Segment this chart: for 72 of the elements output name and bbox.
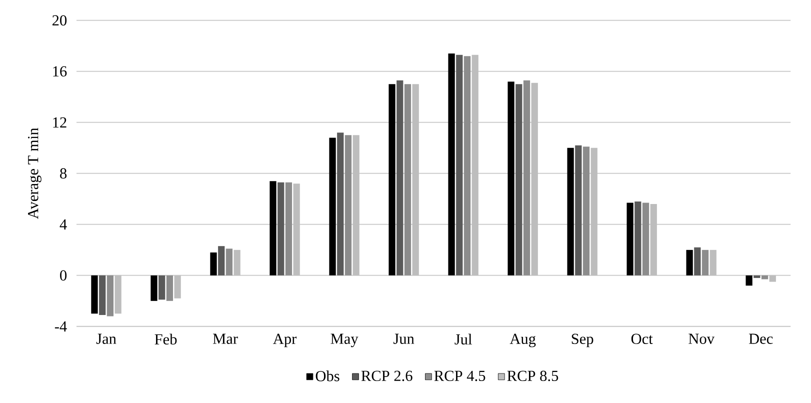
bar xyxy=(702,250,709,276)
bar xyxy=(91,275,98,314)
bar xyxy=(210,252,217,276)
y-axis-title: Average T min xyxy=(28,128,42,220)
bar xyxy=(567,148,574,276)
x-tick-label: Jun xyxy=(393,334,414,344)
bar xyxy=(508,82,514,276)
y-tick-label: 20 xyxy=(52,15,67,26)
bar xyxy=(582,146,590,276)
y-tick-label: 0 xyxy=(60,270,67,281)
bar xyxy=(642,202,650,276)
bar xyxy=(746,275,752,286)
bar xyxy=(166,275,174,301)
bar xyxy=(686,250,693,276)
bar xyxy=(412,84,419,276)
x-tick-label: Aug xyxy=(510,334,536,348)
bar xyxy=(761,275,768,280)
bar xyxy=(590,148,598,276)
x-tick-label: Oct xyxy=(631,334,653,344)
x-tick-label: Nov xyxy=(688,334,715,344)
x-tick-label: May xyxy=(330,334,358,348)
bar xyxy=(270,181,276,276)
bar xyxy=(575,145,582,276)
y-tick-label: -4 xyxy=(54,321,67,332)
bar xyxy=(158,275,166,300)
x-tick-label: Sep xyxy=(572,334,594,348)
x-tick-label: Feb xyxy=(154,334,177,345)
bar xyxy=(634,202,642,276)
bar xyxy=(404,84,412,276)
bar xyxy=(278,182,284,276)
bar xyxy=(99,275,106,315)
bar xyxy=(293,184,300,276)
bar xyxy=(472,54,478,276)
bar xyxy=(396,80,404,276)
x-tick-label: Dec xyxy=(748,334,773,344)
bar xyxy=(352,135,360,276)
x-tick-label: Apr xyxy=(273,334,297,348)
bar xyxy=(218,246,225,276)
bar xyxy=(174,275,181,298)
x-tick-label: Mar xyxy=(212,334,238,344)
bar xyxy=(710,250,716,276)
bar xyxy=(531,82,538,276)
legend-label: RCP 4.5 xyxy=(434,370,486,382)
x-tick-label: Jan xyxy=(96,334,116,344)
bar xyxy=(626,202,634,276)
legend-label: Obs xyxy=(316,370,340,382)
bar xyxy=(337,132,344,276)
legend-label: RCP 2.6 xyxy=(361,370,412,382)
y-tick-label: 4 xyxy=(60,219,67,230)
y-tick-label: 8 xyxy=(60,168,67,179)
bar xyxy=(456,54,463,276)
y-tick-label: 16 xyxy=(53,66,67,77)
bar xyxy=(344,135,352,276)
bar xyxy=(650,204,657,276)
bar xyxy=(106,275,114,316)
x-tick-label: Jul xyxy=(454,334,472,345)
bar xyxy=(150,275,158,301)
bar xyxy=(523,80,530,276)
bar xyxy=(285,182,292,276)
bar xyxy=(226,248,233,276)
bar xyxy=(234,250,240,276)
bar xyxy=(329,138,336,276)
bar xyxy=(388,84,396,276)
bar xyxy=(694,247,701,276)
bar xyxy=(769,275,776,282)
legend-label: RCP 8.5 xyxy=(507,370,558,382)
y-tick-label: 12 xyxy=(53,117,66,128)
bar xyxy=(464,56,471,276)
bar xyxy=(516,84,522,276)
bar xyxy=(448,54,455,276)
bar xyxy=(754,275,760,278)
bar xyxy=(114,275,122,314)
